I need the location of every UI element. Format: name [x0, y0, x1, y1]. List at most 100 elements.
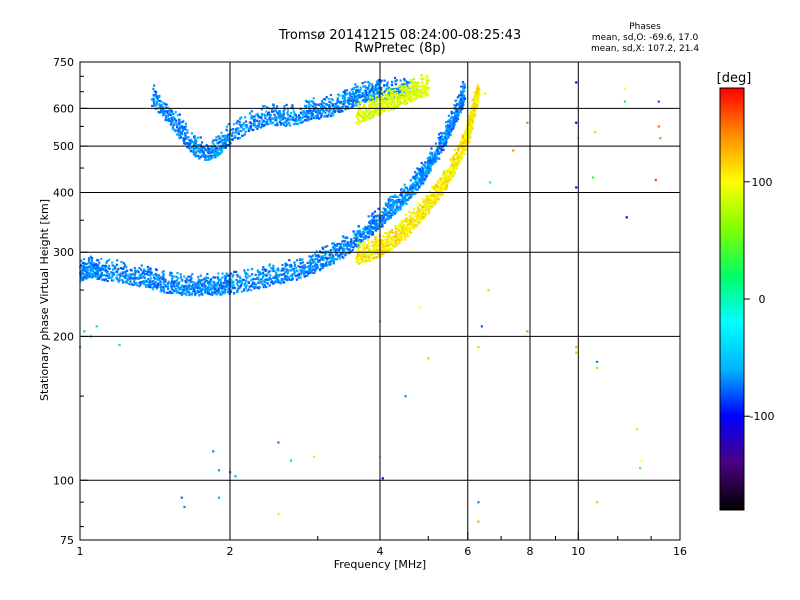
echo-point: [429, 161, 432, 165]
echo-point: [431, 185, 434, 188]
echo-point: [465, 145, 468, 149]
echo-point: [400, 85, 403, 88]
echo-point: [440, 183, 443, 187]
echo-point: [460, 152, 463, 155]
echo-point: [359, 108, 362, 111]
echo-point: [252, 122, 255, 126]
echo-point: [273, 113, 276, 116]
echo-point: [163, 291, 166, 294]
echo-point: [428, 202, 431, 205]
echo-point: [317, 108, 320, 111]
echo-point: [303, 275, 306, 278]
echo-point: [224, 288, 227, 291]
echo-point: [234, 131, 237, 134]
echo-point: [423, 177, 426, 180]
echo-point: [395, 92, 398, 95]
echo-point: [462, 136, 465, 139]
echo-point: [450, 123, 453, 126]
echo-point: [222, 142, 225, 145]
echo-point: [462, 99, 465, 102]
echo-point: [398, 94, 401, 97]
echo-point: [272, 103, 275, 107]
echo-point: [380, 79, 383, 82]
echo-point: [312, 117, 316, 120]
echo-point: [203, 286, 206, 289]
echo-point: [391, 208, 394, 212]
echo-point: [354, 243, 357, 246]
echo-point: [277, 513, 280, 516]
echo-point: [247, 280, 250, 284]
echo-point: [314, 269, 317, 272]
echo-point: [250, 110, 253, 113]
echo-point: [259, 272, 262, 275]
echo-point: [363, 225, 367, 228]
echo-point: [383, 83, 386, 87]
echo-point: [316, 263, 319, 266]
echo-point: [427, 207, 430, 210]
echo-point: [450, 127, 453, 130]
echo-point: [411, 185, 415, 188]
echo-point: [320, 258, 324, 261]
echo-point: [170, 274, 174, 278]
echo-point: [489, 181, 492, 184]
echo-point: [251, 278, 254, 281]
echo-point: [260, 278, 263, 281]
echo-point: [404, 218, 407, 222]
echo-point: [195, 284, 198, 287]
echo-point: [336, 242, 339, 246]
echo-point: [300, 266, 303, 269]
echo-point: [635, 428, 638, 431]
echo-point: [185, 277, 188, 280]
echo-point: [280, 115, 283, 118]
echo-point: [166, 282, 170, 285]
echo-point: [203, 154, 207, 157]
echo-point: [333, 109, 336, 112]
echo-point: [286, 123, 289, 126]
echo-point: [140, 273, 144, 276]
echo-point: [460, 94, 463, 97]
echo-point: [343, 236, 346, 239]
echo-point: [370, 106, 374, 109]
echo-point: [455, 165, 458, 168]
echo-point: [197, 155, 200, 158]
echo-point: [130, 273, 133, 276]
echo-point: [417, 222, 420, 225]
echo-point: [400, 201, 403, 204]
echo-point: [408, 219, 412, 222]
echo-point: [163, 289, 166, 293]
echo-point: [88, 256, 91, 260]
echo-point: [387, 198, 390, 201]
echo-point: [363, 100, 366, 103]
echo-point: [361, 239, 364, 242]
echo-point: [386, 95, 390, 98]
echo-point: [369, 100, 372, 104]
echo-point: [258, 281, 262, 284]
echo-point: [240, 281, 244, 284]
echo-point: [449, 175, 453, 178]
echo-point: [313, 108, 316, 111]
echo-point: [210, 151, 213, 154]
echo-point: [299, 111, 303, 114]
echo-point: [404, 200, 408, 203]
echo-point: [432, 192, 435, 196]
echo-point: [328, 100, 331, 103]
echo-point: [433, 203, 436, 206]
echo-point: [108, 273, 111, 276]
echo-point: [419, 209, 422, 212]
echo-point: [411, 222, 414, 226]
echo-point: [170, 272, 173, 275]
colorbar: [719, 87, 745, 511]
echo-point: [249, 279, 253, 282]
echo-point: [420, 180, 423, 183]
echo-point: [143, 268, 146, 271]
echo-point: [212, 146, 215, 149]
echo-point: [230, 134, 234, 137]
echo-point: [441, 135, 444, 138]
echo-point: [304, 104, 307, 108]
echo-point: [422, 83, 425, 86]
echo-point: [355, 255, 358, 258]
echo-point: [126, 269, 129, 272]
echo-point: [227, 133, 230, 137]
echo-point: [155, 102, 158, 106]
echo-point: [400, 188, 404, 191]
